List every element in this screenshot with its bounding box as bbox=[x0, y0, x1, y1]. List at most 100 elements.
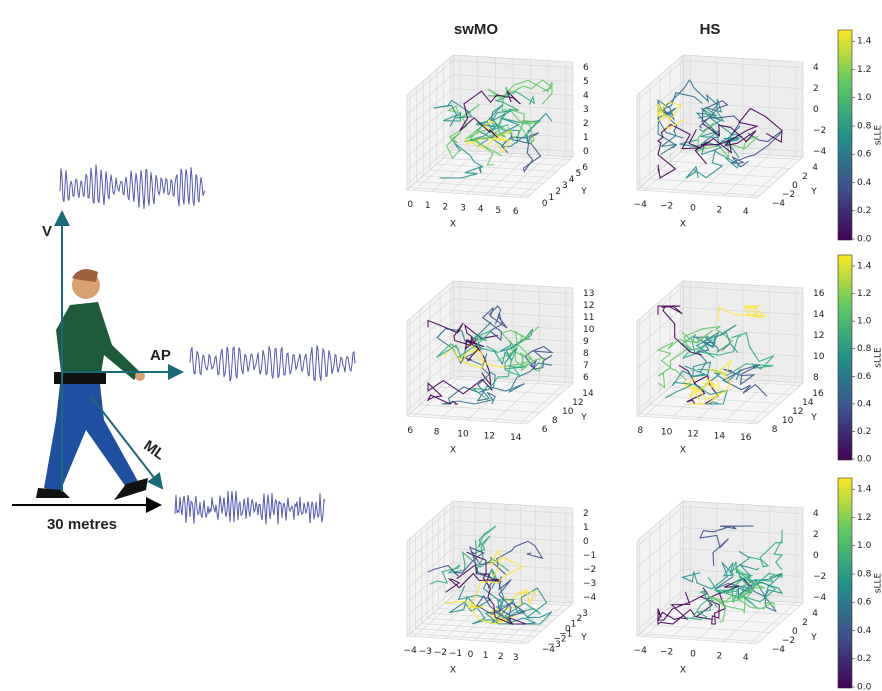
grid-line bbox=[639, 633, 760, 642]
grid-line bbox=[670, 606, 791, 615]
trajectory bbox=[685, 149, 740, 179]
colorbar-tick-label: 1.4 bbox=[857, 262, 872, 272]
colorbar bbox=[837, 477, 853, 689]
colorbar-tick-label: 0.4 bbox=[857, 626, 872, 636]
trajectory bbox=[717, 305, 767, 322]
ml-axis-arrow bbox=[89, 394, 164, 490]
grid-line bbox=[409, 633, 530, 642]
x-tick-label: 1 bbox=[483, 651, 489, 661]
trajectory bbox=[699, 525, 754, 567]
grid-line bbox=[406, 310, 454, 351]
z-tick-label: 4 bbox=[813, 63, 819, 73]
z-tick-label: 0 bbox=[583, 147, 589, 157]
y-tick-label: 5 bbox=[575, 169, 581, 179]
grid-line bbox=[452, 562, 574, 570]
grid-line bbox=[636, 590, 684, 631]
x-tick-label: 0 bbox=[468, 650, 474, 660]
y-tick-label: 4 bbox=[812, 163, 818, 173]
y-tick-label: −3 bbox=[548, 640, 561, 650]
trajectory bbox=[497, 79, 554, 136]
grid-line bbox=[659, 615, 781, 624]
walker bbox=[36, 269, 148, 500]
grid-line bbox=[452, 534, 574, 542]
y-axis-label: Y bbox=[810, 633, 817, 643]
grid-line bbox=[406, 548, 454, 589]
grid-line bbox=[680, 598, 801, 606]
x-tick-label: −4 bbox=[634, 646, 648, 656]
x-tick-label: 10 bbox=[661, 428, 673, 438]
colorbar-tick-label: 0.6 bbox=[857, 372, 872, 382]
y-tick-label: 8 bbox=[772, 425, 778, 435]
trajectory bbox=[657, 326, 734, 389]
z-tick-label: 0 bbox=[813, 551, 819, 561]
y-tick-label: 6 bbox=[582, 163, 588, 173]
grid-line bbox=[452, 370, 574, 378]
colorbar-tick-label: 0.0 bbox=[857, 455, 872, 465]
z-tick-label: 2 bbox=[813, 530, 819, 540]
grid-line bbox=[406, 298, 454, 339]
y-tick-label: −2 bbox=[553, 635, 566, 645]
grid-line bbox=[636, 60, 684, 101]
y-tick-label: 2 bbox=[802, 172, 808, 182]
grid-line bbox=[438, 608, 559, 617]
trajectory bbox=[707, 572, 783, 597]
trajectory bbox=[467, 548, 525, 609]
distance-label: 30 metres bbox=[47, 516, 117, 533]
trajectory bbox=[439, 140, 484, 179]
z-tick-label: −1 bbox=[583, 551, 596, 561]
x-tick-label: −1 bbox=[449, 649, 462, 659]
y-tick-label: −4 bbox=[542, 645, 556, 655]
grid-line bbox=[427, 618, 548, 627]
colorbar-label: sLLE bbox=[874, 572, 882, 593]
x-tick-label: 12 bbox=[484, 431, 495, 441]
trajectory bbox=[429, 550, 510, 585]
x-axis-label: X bbox=[450, 220, 456, 230]
y-tick-label: −4 bbox=[772, 645, 786, 655]
y-tick-label: 10 bbox=[782, 416, 794, 426]
grid-line bbox=[423, 175, 544, 184]
colorbar-tick-label: 0.4 bbox=[857, 178, 872, 188]
trajectory bbox=[433, 99, 473, 128]
grid-line bbox=[452, 506, 574, 514]
trajectory bbox=[448, 585, 498, 625]
colorbar-tick-label: 0.8 bbox=[857, 344, 872, 354]
grid-line bbox=[452, 74, 574, 82]
grid-line bbox=[421, 623, 542, 632]
y-tick-label: 10 bbox=[562, 407, 574, 417]
trajectory bbox=[730, 130, 783, 168]
x-tick-label: 12 bbox=[687, 430, 698, 440]
x-tick-label: −4 bbox=[634, 200, 648, 210]
grid-line bbox=[406, 346, 454, 387]
colorbar-tick-label: 0.2 bbox=[857, 427, 871, 437]
grid-line bbox=[452, 286, 574, 294]
trajectory bbox=[657, 305, 702, 356]
colorbar-tick-label: 0.8 bbox=[857, 121, 872, 131]
y-tick-label: 0 bbox=[792, 627, 798, 637]
z-tick-label: 2 bbox=[583, 119, 589, 129]
x-tick-label: −2 bbox=[434, 648, 447, 658]
trajectory bbox=[476, 353, 553, 402]
colorbar-tick-label: 0.6 bbox=[857, 150, 872, 160]
x-axis-label: X bbox=[450, 666, 456, 676]
grid-line bbox=[452, 548, 574, 556]
x-tick-label: −3 bbox=[419, 647, 432, 657]
grid-line bbox=[436, 163, 557, 172]
trajectory bbox=[497, 326, 540, 367]
z-tick-label: −2 bbox=[813, 126, 826, 136]
z-tick-label: 6 bbox=[583, 373, 589, 383]
grid-line bbox=[452, 590, 574, 598]
colorbar-tick-label: 0.6 bbox=[857, 598, 872, 608]
z-tick-label: 2 bbox=[583, 509, 589, 519]
x-tick-label: 14 bbox=[714, 431, 726, 441]
signal-waveform bbox=[59, 164, 206, 209]
x-tick-label: 10 bbox=[457, 430, 469, 440]
grid-line bbox=[452, 102, 574, 110]
x-tick-label: 0 bbox=[690, 650, 696, 660]
z-tick-label: 8 bbox=[813, 373, 819, 383]
z-tick-label: 13 bbox=[583, 289, 594, 299]
y-tick-label: −4 bbox=[772, 199, 786, 209]
grid-line bbox=[452, 520, 574, 528]
x-tick-label: 8 bbox=[637, 426, 643, 436]
x-tick-label: 2 bbox=[443, 202, 449, 212]
